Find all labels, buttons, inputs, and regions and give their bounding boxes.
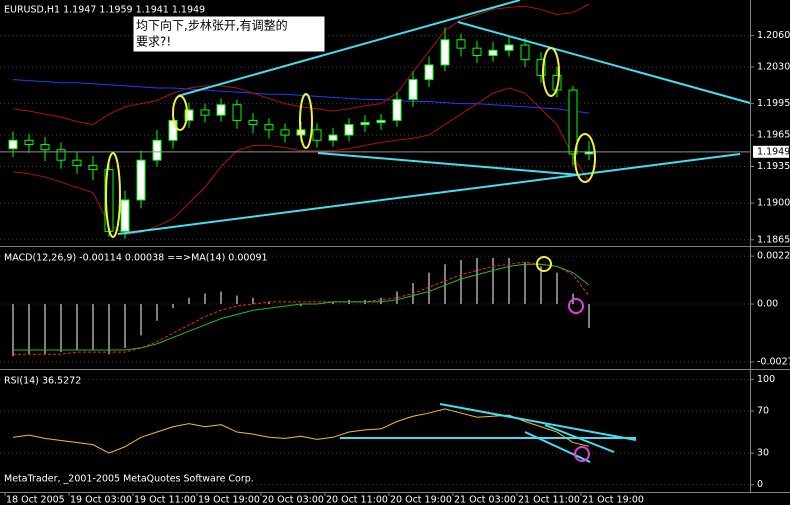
- candle-body: [88, 164, 98, 171]
- highlight: [542, 47, 560, 97]
- candle-body: [8, 139, 18, 150]
- trend-line: [439, 403, 637, 441]
- candle-body: [72, 159, 82, 166]
- candle-body: [56, 149, 66, 161]
- candle-body: [120, 199, 130, 232]
- candle-body: [424, 64, 434, 81]
- highlight: [172, 95, 188, 131]
- indicator-title: RSI(14) 36.5272: [4, 376, 81, 387]
- y-tick-label: -0.00277: [757, 356, 790, 367]
- trend-line: [177, 0, 521, 97]
- x-tick-label: 21 Oct 11:00: [518, 495, 580, 505]
- annotation-line: 要求?!: [136, 35, 171, 49]
- trend-line: [317, 152, 581, 176]
- y-tick-label: 0.00: [757, 299, 778, 310]
- trend-line: [544, 424, 615, 453]
- y-tick-label: 1.1935: [757, 161, 790, 172]
- candle-body: [488, 49, 498, 56]
- y-tick-label: 70: [757, 405, 769, 416]
- y-tick-label: 0: [757, 479, 763, 490]
- indicator-title: MACD(12,26,9) -0.00114 0.00038 ==>MA(14)…: [4, 253, 268, 264]
- y-tick-label: 100: [757, 374, 775, 385]
- y-tick-label: 1.1995: [757, 98, 790, 109]
- current-price-box: [753, 145, 789, 158]
- candle-body: [216, 104, 226, 116]
- copyright-note: MetaTrader, _2001-2005 MetaQuotes Softwa…: [4, 474, 254, 485]
- candle-body: [152, 139, 162, 161]
- indicator-line: [13, 261, 590, 355]
- candle-body: [312, 129, 322, 141]
- highlight-circles: [568, 298, 590, 462]
- label-layer: 1.2060 1.2030 1.1995 1.1965 1.1935 1.1900 1.18…: [4, 30, 790, 505]
- candle-body: [200, 109, 210, 116]
- trend-line: [524, 431, 591, 463]
- x-tick-label: 21 Oct 03:00: [454, 495, 516, 505]
- y-tick-label: 30: [757, 448, 769, 459]
- candle-body: [568, 89, 578, 155]
- highlight: [574, 133, 596, 183]
- candle-body: [136, 159, 146, 201]
- trend-lines: [117, 0, 751, 463]
- candle-body: [392, 98, 402, 121]
- candle-body: [440, 39, 450, 66]
- overlay-line: [12, 79, 590, 114]
- candle-body: [344, 124, 354, 136]
- candle-body: [376, 119, 386, 123]
- candle-body: [520, 44, 530, 61]
- highlight: [105, 152, 121, 238]
- candle-body: [24, 139, 34, 145]
- y-tick-label: 1.1965: [757, 130, 790, 141]
- candle-body: [184, 109, 194, 121]
- highlight: [299, 93, 313, 149]
- candle-body: [504, 44, 514, 51]
- y-tick-label: 1.1900: [757, 198, 790, 209]
- highlight: [536, 256, 552, 272]
- candle-body: [536, 59, 546, 76]
- candle-body: [248, 119, 258, 126]
- candle-body: [472, 47, 482, 56]
- x-tick-label: 19 Oct 11:00: [134, 495, 196, 505]
- indicator-line: [12, 408, 590, 454]
- y-tick-label: 0.00229: [757, 251, 790, 262]
- x-tick-label: 20 Oct 11:00: [326, 495, 388, 505]
- candle-body: [408, 79, 418, 100]
- candle-body: [232, 104, 242, 121]
- annotation-box: 均下向下,步林张开,有调整的 要求?!: [132, 15, 326, 53]
- candle-body: [264, 124, 274, 131]
- data-layer: [0, 3, 750, 454]
- trend-line: [457, 21, 751, 104]
- x-tick-label: 20 Oct 19:00: [390, 495, 452, 505]
- highlight-ellipses: [105, 47, 596, 272]
- current-price-label: 1.1949: [757, 146, 790, 157]
- y-tick-label: 1.1865: [757, 234, 790, 245]
- candle-body: [328, 134, 338, 141]
- annotation-line: 均下向下,步林张开,有调整的: [136, 18, 288, 33]
- x-tick-label: 20 Oct 03:00: [262, 495, 324, 505]
- y-tick-label: 1.2060: [757, 30, 790, 41]
- highlight: [568, 298, 584, 314]
- candle-body: [360, 122, 370, 126]
- frame: [0, 0, 790, 493]
- candle-body: [168, 119, 178, 141]
- x-tick-label: 19 Oct 19:00: [198, 495, 260, 505]
- candle-body: [40, 143, 50, 151]
- candle-body: [280, 129, 290, 136]
- chart-title: EURUSD,H1 1.1947 1.1959 1.1941 1.1949: [4, 5, 205, 16]
- candle-body: [456, 39, 466, 49]
- x-tick-label: 18 Oct 2005: [6, 495, 65, 505]
- highlight: [574, 446, 590, 462]
- indicator-line: [13, 263, 590, 351]
- x-tick-label: 19 Oct 03:00: [70, 495, 132, 505]
- y-tick-label: 1.2030: [757, 62, 790, 73]
- x-tick-label: 21 Oct 19:00: [582, 495, 644, 505]
- trend-line: [117, 153, 741, 235]
- annotation-background: [132, 15, 326, 53]
